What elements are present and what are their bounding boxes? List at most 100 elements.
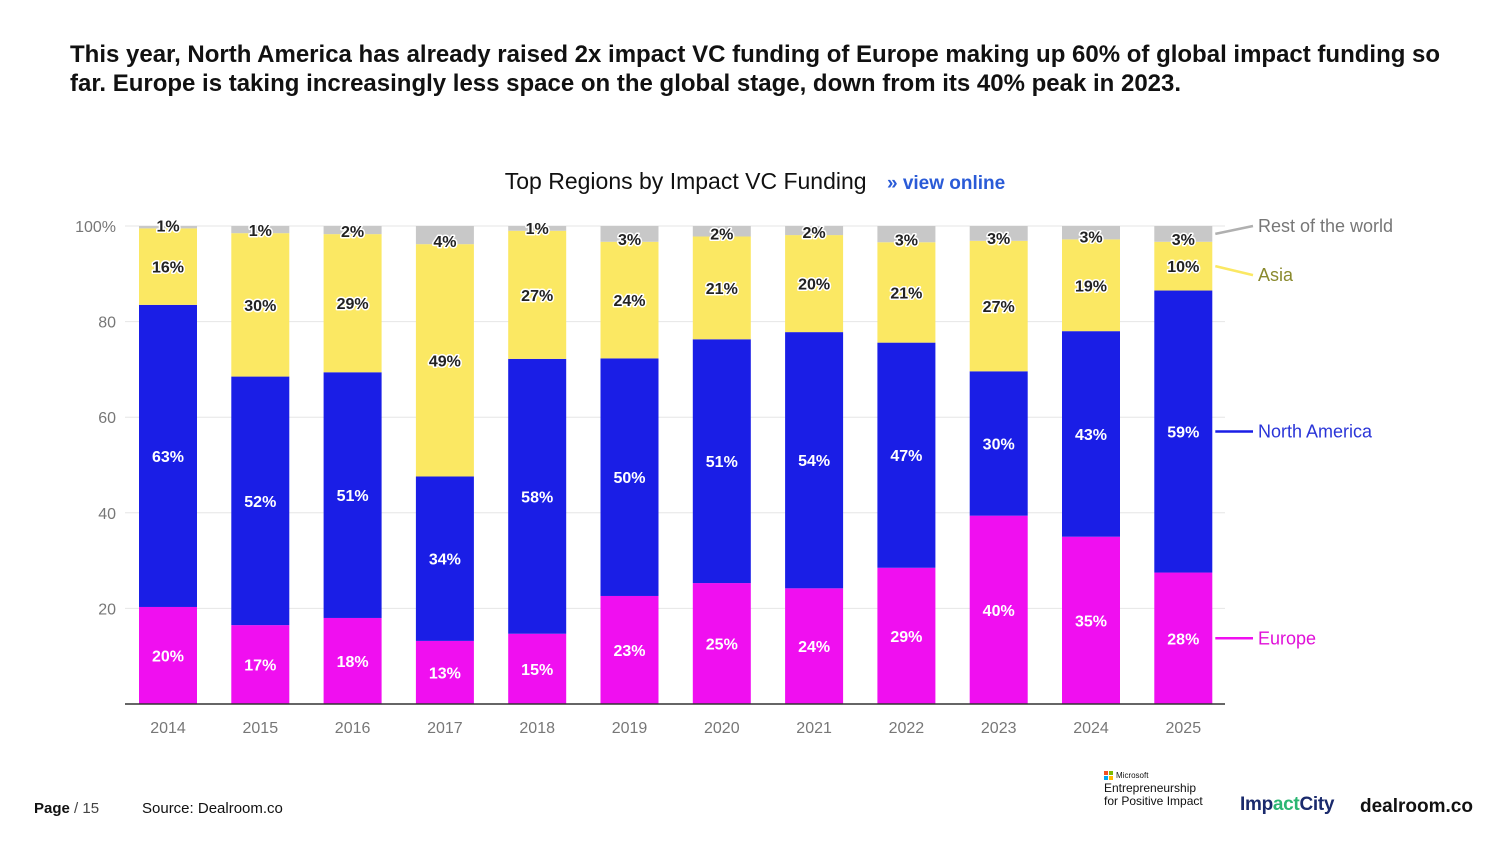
bar-north_america — [231, 376, 290, 626]
x-tick-label: 2022 — [889, 720, 925, 737]
page-total: / 15 — [69, 800, 100, 817]
bar-asia — [139, 228, 197, 305]
chart-title-bar: Top Regions by Impact VC Funding » view … — [0, 168, 1500, 195]
legend-label-north_america: North America — [1258, 422, 1373, 442]
page-label: Page — [34, 800, 70, 817]
bar-north_america — [785, 332, 844, 589]
data-label: 10% — [1167, 259, 1199, 276]
bar-asia — [969, 240, 1028, 372]
source-note: Source: Dealroom.co — [142, 800, 283, 817]
legend-label-rest: Rest of the world — [1258, 216, 1393, 236]
microsoft-logo-icon — [1104, 771, 1113, 780]
data-label: 2% — [710, 227, 733, 244]
data-label: 3% — [618, 232, 641, 249]
data-label: 51% — [337, 488, 369, 505]
bar-north_america — [877, 342, 936, 568]
data-label: 2% — [341, 224, 364, 241]
x-tick-label: 2018 — [519, 720, 555, 737]
x-tick-label: 2019 — [612, 720, 648, 737]
bar-rest — [969, 226, 1028, 241]
chart-title: Top Regions by Impact VC Funding — [504, 168, 867, 194]
bar-asia — [1154, 241, 1213, 291]
data-label: 20% — [152, 648, 184, 665]
data-label: 52% — [244, 494, 276, 511]
x-tick-label: 2014 — [150, 720, 186, 737]
legend-label-asia: Asia — [1258, 265, 1294, 285]
data-label: 54% — [798, 453, 830, 470]
bar-north_america — [415, 476, 474, 641]
data-label: 24% — [798, 639, 830, 656]
ms-program-line1: Entrepreneurship — [1104, 781, 1197, 795]
bar-europe — [1154, 572, 1213, 704]
bar-europe — [139, 606, 197, 704]
data-label: 20% — [798, 277, 830, 294]
bar-asia — [1062, 239, 1120, 332]
view-online-link[interactable]: » view online — [886, 173, 1006, 194]
microsoft-label: Microsoft — [1116, 771, 1149, 780]
x-tick-label: 2023 — [981, 720, 1017, 737]
data-label: 2% — [803, 225, 826, 242]
x-tick-label: 2020 — [704, 720, 740, 737]
data-label: 28% — [1167, 631, 1199, 648]
bar-europe — [600, 595, 659, 704]
bar-rest — [692, 226, 751, 237]
bar-rest — [323, 226, 382, 235]
bar-rest — [785, 226, 844, 236]
data-label: 17% — [244, 658, 276, 675]
y-tick-label: 80 — [98, 315, 116, 332]
bar-asia — [323, 234, 382, 373]
ms-program-line2: for Positive Impact — [1104, 794, 1203, 808]
bar-europe — [1062, 536, 1120, 704]
data-label: 16% — [152, 260, 184, 277]
bar-asia — [785, 235, 844, 333]
bar-rest — [139, 226, 197, 229]
data-label: 40% — [983, 603, 1015, 620]
data-label: 43% — [1075, 427, 1107, 444]
headline: This year, North America has already rai… — [70, 41, 1441, 97]
legend-leader-rest — [1215, 224, 1254, 236]
dealroom-logo: dealroom.co — [1360, 796, 1473, 817]
impactcity-part3: City — [1299, 794, 1335, 815]
bar-north_america — [1062, 331, 1120, 537]
data-label: 35% — [1075, 613, 1107, 630]
legend-leader-asia — [1215, 264, 1254, 277]
x-tick-label: 2021 — [796, 720, 832, 737]
bar-asia — [692, 236, 751, 340]
bar-asia — [415, 244, 474, 477]
impactcity-logo: ImpactCity — [1240, 794, 1334, 816]
bar-rest — [508, 226, 567, 231]
bar-europe — [323, 617, 382, 704]
bar-north_america — [1154, 290, 1213, 573]
data-label: 13% — [429, 665, 461, 682]
bar-north_america — [323, 372, 382, 618]
y-tick-label: 60 — [98, 410, 116, 427]
data-label: 30% — [244, 298, 276, 315]
data-label: 3% — [895, 232, 918, 249]
bar-rest — [231, 226, 290, 234]
data-label: 25% — [706, 637, 738, 654]
data-label: 27% — [521, 288, 553, 305]
bar-asia — [600, 241, 659, 359]
bar-europe — [692, 583, 751, 704]
data-label: 1% — [526, 221, 549, 238]
bar-north_america — [692, 339, 751, 584]
bar-asia — [508, 230, 567, 359]
data-label: 18% — [337, 654, 369, 671]
y-tick-label: 40 — [98, 506, 116, 523]
data-label: 21% — [890, 285, 922, 302]
data-label: 51% — [706, 454, 738, 471]
data-label: 4% — [433, 234, 456, 251]
y-tick-label: 20 — [98, 601, 116, 618]
data-label: 23% — [613, 643, 645, 660]
bar-europe — [877, 567, 936, 704]
bar-rest — [600, 226, 659, 242]
data-label: 29% — [337, 296, 369, 313]
legend-label-europe: Europe — [1258, 628, 1316, 648]
x-tick-label: 2016 — [335, 720, 371, 737]
x-tick-label: 2025 — [1166, 720, 1202, 737]
bar-europe — [969, 515, 1028, 704]
data-label: 59% — [1167, 425, 1199, 442]
data-label: 47% — [890, 448, 922, 465]
bar-north_america — [139, 304, 197, 607]
